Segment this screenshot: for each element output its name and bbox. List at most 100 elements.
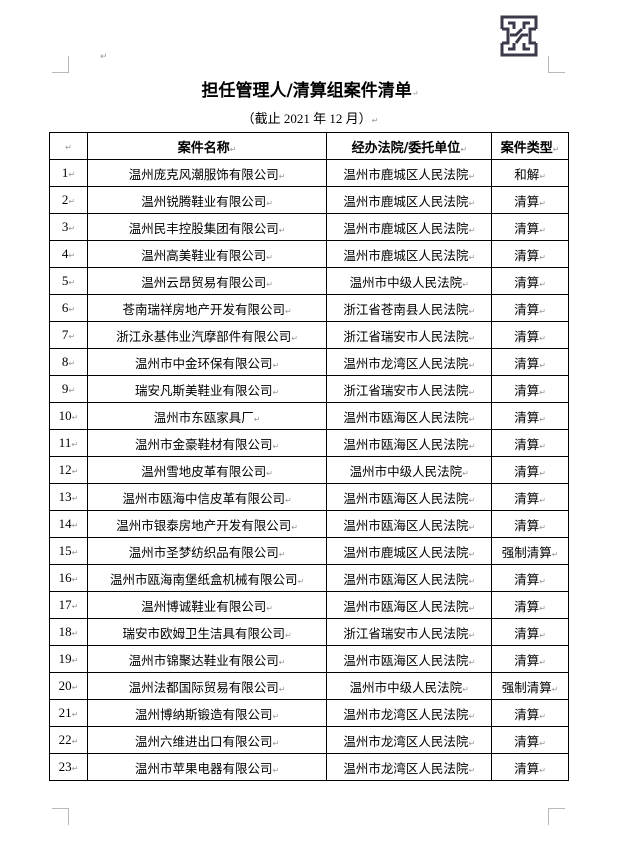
row-index: 12↵: [49, 456, 88, 484]
row-index-text: 12: [58, 462, 72, 477]
header-index: ↵: [49, 132, 88, 160]
case-name-cell-text: 浙江永基伟业汽摩部件有限公司: [116, 328, 292, 344]
case-type-cell: 清算↵: [491, 645, 569, 673]
case-table: ↵ 案件名称↵ 经办法院/委托单位↵ 案件类型↵ 1↵ 温州庞克风潮服饰有限公司↵…: [49, 132, 569, 781]
court-cell: 温州市瓯海区人民法院↵: [326, 483, 493, 511]
case-type-cell: 强制清算↵: [491, 672, 569, 700]
row-index: 13↵: [49, 483, 88, 511]
court-cell: 温州市龙湾区人民法院↵: [326, 726, 493, 754]
row-index-text: 10: [58, 408, 72, 423]
table-row: 17↵ 温州博诚鞋业有限公司↵ 温州市瓯海区人民法院↵ 清算↵: [49, 591, 569, 619]
case-name-cell-text: 温州市圣梦纺织品有限公司: [128, 544, 279, 560]
case-name-cell: 温州市瓯海南堡纸盒机械有限公司↵: [86, 564, 328, 592]
case-name-cell-text: 温州市锦聚达鞋业有限公司: [128, 652, 279, 668]
case-name-cell: 温州市金豪鞋材有限公司↵: [86, 429, 328, 457]
row-index: 18↵: [49, 618, 88, 646]
table-row: 21↵ 温州博纳斯锻造有限公司↵ 温州市龙湾区人民法院↵ 清算↵: [49, 699, 569, 727]
court-cell-text: 温州市鹿城区人民法院: [343, 544, 469, 560]
case-type-cell-text: 强制清算: [501, 679, 552, 695]
row-index-text: 7: [61, 327, 69, 342]
court-cell: 温州市中级人民法院↵: [326, 672, 493, 700]
row-index: 20↵: [49, 672, 88, 700]
header-case-type: 案件类型↵: [491, 132, 569, 160]
table-row: 18↵ 瑞安市欧姆卫生洁具有限公司↵ 浙江省瑞安市人民法院↵ 清算↵: [49, 618, 569, 646]
case-type-cell-text: 强制清算: [501, 544, 552, 560]
row-index: 7↵: [49, 321, 88, 349]
court-cell-text: 浙江省瑞安市人民法院: [343, 625, 469, 641]
case-name-cell: 温州法都国际贸易有限公司↵: [86, 672, 328, 700]
table-row: 16↵ 温州市瓯海南堡纸盒机械有限公司↵ 温州市瓯海区人民法院↵ 清算↵: [49, 564, 569, 592]
case-type-cell-text: 清算: [514, 355, 540, 371]
row-index-text: 13: [58, 489, 72, 504]
court-cell: 温州市瓯海区人民法院↵: [326, 645, 493, 673]
case-name-cell: 温州锐腾鞋业有限公司↵: [86, 186, 328, 214]
table-row: 10↵ 温州市东瓯家具厂↵ 温州市瓯海区人民法院↵ 清算↵: [49, 402, 569, 430]
row-index-text: 21: [58, 705, 72, 720]
row-index-text: 3: [61, 219, 69, 234]
court-cell-text: 温州市中级人民法院: [349, 274, 463, 290]
court-cell-text: 温州市龙湾区人民法院: [343, 355, 469, 371]
case-name-cell: 温州市苹果电器有限公司↵: [86, 753, 328, 781]
case-name-cell: 温州六维进出口有限公司↵: [86, 726, 328, 754]
case-type-cell-text: 清算: [514, 490, 540, 506]
court-cell-text: 温州市龙湾区人民法院: [343, 760, 469, 776]
case-name-cell-text: 温州法都国际贸易有限公司: [128, 679, 279, 695]
table-header-row: ↵ 案件名称↵ 经办法院/委托单位↵ 案件类型↵: [49, 132, 569, 160]
case-name-cell-text: 温州市银泰房地产开发有限公司: [116, 517, 292, 533]
case-type-cell-text: 清算: [514, 517, 540, 533]
page-subtitle: （截止 2021 年 12 月）↵: [241, 111, 379, 126]
case-name-cell-text: 温州市瓯海南堡纸盒机械有限公司: [110, 571, 298, 587]
court-cell-text: 温州市中级人民法院: [349, 679, 463, 695]
table-row: 11↵ 温州市金豪鞋材有限公司↵ 温州市瓯海区人民法院↵ 清算↵: [49, 429, 569, 457]
header-case-name: 案件名称↵: [86, 132, 328, 160]
case-name-cell: 浙江永基伟业汽摩部件有限公司↵: [86, 321, 328, 349]
case-name-cell-text: 温州高美鞋业有限公司: [141, 247, 267, 263]
court-cell-text: 浙江省瑞安市人民法院: [343, 382, 469, 398]
row-index-text: 5: [61, 273, 69, 288]
case-name-cell-text: 瑞安凡斯美鞋业有限公司: [135, 382, 273, 398]
table-row: 4↵ 温州高美鞋业有限公司↵ 温州市鹿城区人民法院↵ 清算↵: [49, 240, 569, 268]
row-index-text: 16: [58, 570, 72, 585]
case-name-cell: 温州高美鞋业有限公司↵: [86, 240, 328, 268]
court-cell-text: 温州市鹿城区人民法院: [343, 166, 469, 182]
row-index: 4↵: [49, 240, 88, 268]
case-name-cell-text: 温州民丰控股集团有限公司: [128, 220, 279, 236]
court-cell-text: 温州市瓯海区人民法院: [343, 598, 469, 614]
court-cell: 温州市龙湾区人民法院↵: [326, 753, 493, 781]
row-index-text: 18: [58, 624, 72, 639]
case-name-cell: 温州市东瓯家具厂↵: [86, 402, 328, 430]
row-index: 14↵: [49, 510, 88, 538]
court-cell: 温州市中级人民法院↵: [326, 456, 493, 484]
header-court: 经办法院/委托单位↵: [326, 132, 493, 160]
paragraph-mark: ↵: [100, 52, 108, 62]
table-row: 3↵ 温州民丰控股集团有限公司↵ 温州市鹿城区人民法院↵ 清算↵: [49, 213, 569, 241]
case-type-cell: 清算↵: [491, 726, 569, 754]
case-type-cell: 强制清算↵: [491, 537, 569, 565]
court-cell-text: 温州市瓯海区人民法院: [343, 409, 469, 425]
court-cell: 温州市瓯海区人民法院↵: [326, 510, 493, 538]
case-type-cell-text: 清算: [514, 274, 540, 290]
row-index-text: 14: [58, 516, 72, 531]
title-text: 担任管理人/清算组案件清单: [201, 81, 412, 101]
table-row: 23↵ 温州市苹果电器有限公司↵ 温州市龙湾区人民法院↵ 清算↵: [49, 753, 569, 781]
table-row: 13↵ 温州市瓯海中信皮革有限公司↵ 温州市瓯海区人民法院↵ 清算↵: [49, 483, 569, 511]
case-name-cell: 温州市瓯海中信皮革有限公司↵: [86, 483, 328, 511]
court-cell-text: 温州市鹿城区人民法院: [343, 220, 469, 236]
court-cell: 温州市鹿城区人民法院↵: [326, 537, 493, 565]
case-name-cell-text: 苍南瑞祥房地产开发有限公司: [122, 301, 286, 317]
case-name-cell: 温州市圣梦纺织品有限公司↵: [86, 537, 328, 565]
row-index-text: 8: [61, 354, 69, 369]
case-name-cell-text: 温州市中金环保有限公司: [135, 355, 273, 371]
table-row: 22↵ 温州六维进出口有限公司↵ 温州市龙湾区人民法院↵ 清算↵: [49, 726, 569, 754]
case-type-cell: 清算↵: [491, 510, 569, 538]
case-name-cell: 温州市银泰房地产开发有限公司↵: [86, 510, 328, 538]
row-index-text: 4: [61, 246, 69, 261]
case-type-cell-text: 清算: [514, 436, 540, 452]
row-index: 9↵: [49, 375, 88, 403]
court-cell: 温州市中级人民法院↵: [326, 267, 493, 295]
row-index: 6↵: [49, 294, 88, 322]
case-type-cell: 清算↵: [491, 456, 569, 484]
case-name-cell-text: 温州雪地皮革有限公司: [141, 463, 267, 479]
case-type-cell-text: 清算: [514, 760, 540, 776]
row-index-text: 1: [61, 165, 69, 180]
